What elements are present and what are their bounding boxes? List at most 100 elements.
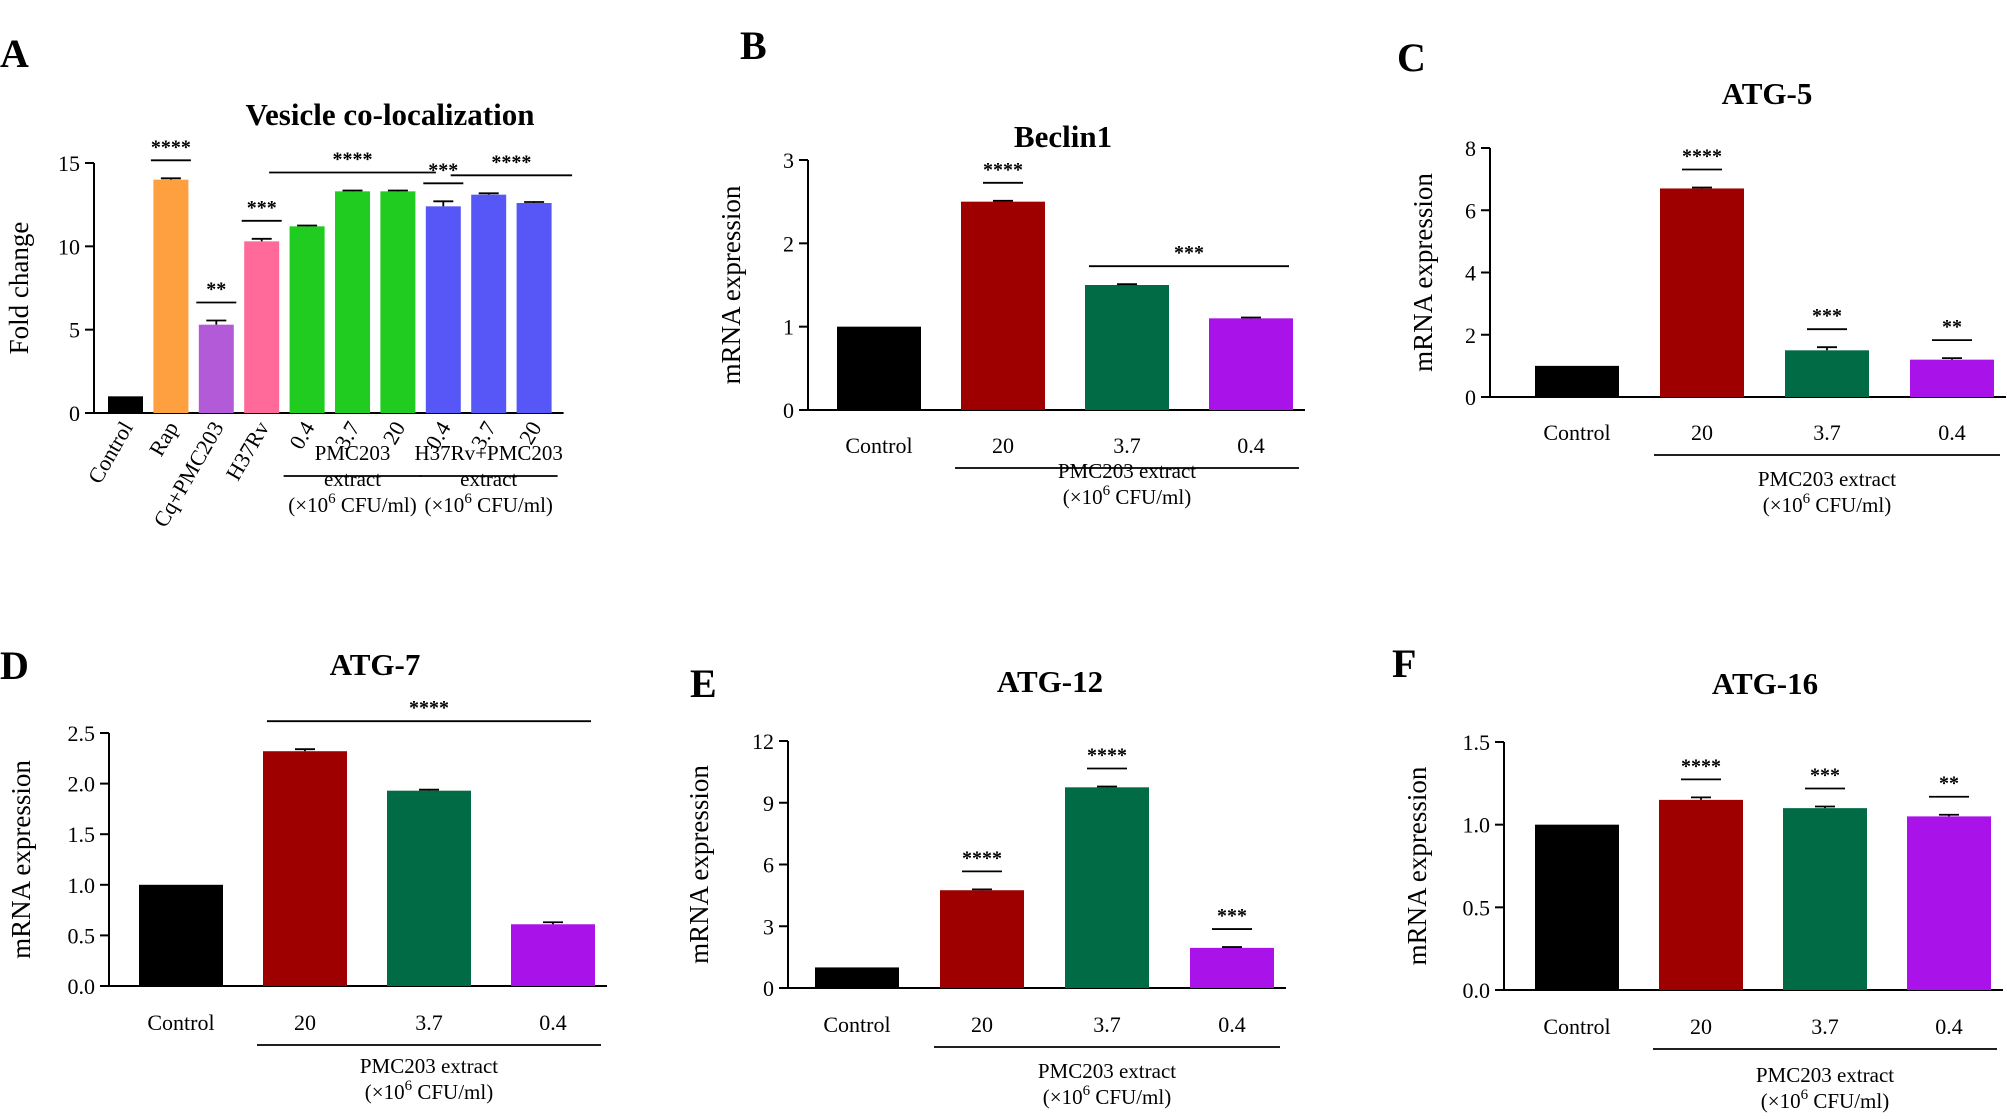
y-tick-label: 1.5 <box>68 822 96 847</box>
y-tick-label: 0 <box>763 976 774 1001</box>
y-tick-label: 0 <box>1465 385 1476 410</box>
panel-d: D ATG-7 mRNA expression 0.0 0.5 1.0 1.5 2.0 2.5 C… <box>0 643 607 1104</box>
bar <box>471 194 507 413</box>
bar <box>1907 816 1991 990</box>
bar <box>263 751 347 986</box>
x-tick-label: 3.7 <box>1113 433 1141 458</box>
x-tick-label: 3.7 <box>1093 1012 1121 1037</box>
y-axis-label: mRNA expression <box>1408 173 1438 372</box>
chart-title: Beclin1 <box>1014 119 1112 154</box>
x-tick-label: 0.4 <box>1237 433 1265 458</box>
bar <box>1535 365 1619 397</box>
significance-label: *** <box>1812 305 1842 327</box>
significance-label: *** <box>428 159 458 181</box>
y-tick-label: 8 <box>1465 136 1476 161</box>
bar <box>153 179 189 413</box>
y-tick-label: 6 <box>1465 198 1476 223</box>
significance-label: ** <box>206 279 226 301</box>
x-tick-label: Control <box>1543 420 1610 445</box>
panel-e: E ATG-12 mRNA expression 0 3 6 9 12 Control 20 3.7… <box>684 661 1286 1109</box>
bar <box>108 396 143 413</box>
x-tick-label: 20 <box>294 1010 316 1035</box>
y-tick-label: 10 <box>58 234 80 259</box>
group-label: PMC203 extract <box>1058 459 1196 483</box>
panel-b: B Beclin1 mRNA expression 0 1 2 3 Control 20 3.7 0… <box>716 23 1305 509</box>
y-axis-label: mRNA expression <box>716 185 746 384</box>
x-tick-label: 3.7 <box>1813 420 1841 445</box>
y-tick-label: 2 <box>1465 323 1476 348</box>
group-label: extract <box>460 467 517 491</box>
x-tick-label: 20 <box>1691 420 1713 445</box>
significance-label: *** <box>1174 242 1204 264</box>
chart-title: ATG-7 <box>330 647 421 682</box>
y-tick-label: 0 <box>69 401 80 426</box>
significance-label: ** <box>1942 316 1962 338</box>
chart-title: Vesicle co-localization <box>246 97 535 132</box>
y-tick-label: 1.0 <box>1463 813 1491 838</box>
bar <box>815 967 899 988</box>
bar <box>335 191 370 413</box>
y-axis-label: Fold change <box>4 222 34 355</box>
bar <box>244 241 280 413</box>
group-label: extract <box>324 467 381 491</box>
significance-label: **** <box>333 149 373 171</box>
chart-title: ATG-12 <box>997 664 1103 699</box>
x-tick-label: H37Rv <box>221 417 274 485</box>
significance-label: **** <box>983 159 1023 181</box>
group-label: PMC203 extract <box>1038 1059 1176 1083</box>
bar <box>198 324 234 413</box>
group-unit-label: (×106 CFU/ml) <box>1761 1087 1889 1113</box>
significance-label: *** <box>1217 905 1247 927</box>
x-tick-label: 3.7 <box>415 1010 443 1035</box>
panel-a: A Vesicle co-localization Fold change 0 5 10 1… <box>0 31 573 531</box>
x-tick-label: 20 <box>992 433 1014 458</box>
significance-label: **** <box>1681 755 1721 777</box>
panel-letter: B <box>740 23 767 68</box>
x-tick-label: 0.4 <box>1935 1014 1963 1039</box>
y-tick-label: 2.0 <box>68 772 96 797</box>
group-unit-label: (×106 CFU/ml) <box>1063 483 1191 509</box>
group-label: H37Rv+PMC203 <box>415 441 563 465</box>
bar <box>837 326 921 410</box>
x-tick-label: Rap <box>144 417 183 460</box>
bar <box>1190 947 1274 988</box>
significance-label: **** <box>1087 744 1127 766</box>
panel-letter: D <box>0 643 29 688</box>
panel-c: C ATG-5 mRNA expression 0 2 4 6 8 Control 20 3.7 0.… <box>1397 35 2006 517</box>
bar <box>1910 359 1994 397</box>
bar <box>1660 188 1744 397</box>
significance-label: **** <box>151 136 191 158</box>
x-tick-label: 3.7 <box>1811 1014 1839 1039</box>
y-tick-label: 1 <box>783 315 794 340</box>
y-tick-label: 0.0 <box>68 974 96 999</box>
y-axis-label: mRNA expression <box>684 765 714 964</box>
bar <box>1785 350 1869 397</box>
panel-letter: C <box>1397 35 1426 80</box>
significance-label: *** <box>247 197 277 219</box>
y-tick-label: 9 <box>763 791 774 816</box>
significance-label: **** <box>1682 146 1722 168</box>
significance-label: **** <box>491 151 531 173</box>
y-tick-label: 0 <box>783 398 794 423</box>
y-tick-label: 3 <box>783 148 794 173</box>
group-unit-label: (×106 CFU/ml) <box>365 1078 493 1104</box>
x-tick-label: 0.4 <box>1218 1012 1246 1037</box>
y-tick-label: 4 <box>1465 261 1476 286</box>
group-unit-label: (×106 CFU/ml) <box>424 491 552 517</box>
significance-label: *** <box>1810 764 1840 786</box>
bar <box>1659 799 1743 990</box>
y-tick-label: 1.5 <box>1463 730 1491 755</box>
x-tick-label: 20 <box>971 1012 993 1037</box>
bar <box>511 924 595 986</box>
group-label: PMC203 <box>315 441 391 465</box>
y-axis-label: mRNA expression <box>6 760 36 959</box>
bar <box>380 191 416 413</box>
bar <box>1209 318 1293 410</box>
significance-label: **** <box>962 847 1002 869</box>
x-tick-label: Control <box>147 1010 214 1035</box>
bar <box>425 206 461 413</box>
panel-letter: A <box>0 31 29 76</box>
x-tick-label: Control <box>845 433 912 458</box>
y-tick-label: 5 <box>69 318 80 343</box>
significance-label: **** <box>409 697 449 719</box>
